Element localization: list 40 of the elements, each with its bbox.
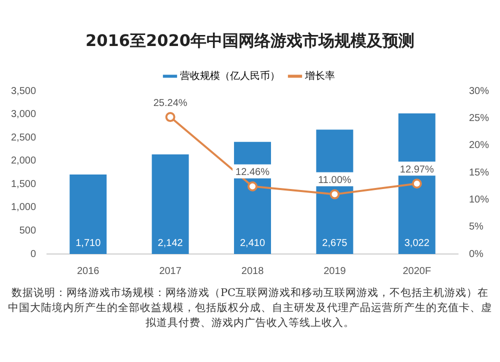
y-tick-label: 0 [30,248,36,260]
data-label: 2,142 [158,238,184,249]
data-label: 12.97% [400,164,434,176]
point [248,181,258,192]
data-label: 25.24% [153,98,188,109]
data-label: 1,710 [76,238,102,249]
y-tick-label: 3,500 [10,86,36,97]
x-tick-label: 2019 [324,266,346,277]
y2-tick-label: 30% [468,86,490,97]
point [412,178,422,189]
data-label: 2,675 [322,238,348,249]
chart-title: 2016至2020年中国网络游戏市场规模及预测 [85,30,415,50]
data-label: 11.00% [318,175,352,186]
x-tick-label: 2016 [76,266,100,277]
y2-tick-label: 10% [468,194,490,206]
legend-label: 增长率 [304,70,335,82]
data-label: 3,022 [404,238,430,249]
y2-tick-label: 0% [468,248,484,260]
y-tick-label: 1,500 [10,178,36,190]
data-label: 2,410 [240,238,266,249]
y2-tick-label: 15% [468,167,490,178]
bar [152,154,189,254]
y2-tick-label: 25% [468,113,490,124]
text: 数据说明：网络游戏市场规模：网络游戏（PC互联网游戏和移动互联网游戏，不包括主机游戏）在中国大陆境内所产生的全部收益规模，包括版权分成、自主研发及代理产品运营所产生的充值卡、虚拟道具付费、游戏内广告收入等线上收入。 [8,286,492,331]
x-tick-label: 2018 [241,266,264,277]
y-tick-label: 2,000 [10,156,36,167]
x-tick-label: 2017 [159,266,182,277]
point [165,112,176,122]
y-tick-label: 3,000 [10,109,36,120]
y-tick-label: 2,500 [10,132,36,144]
y2-tick-label: 5% [468,222,484,233]
data-label: 12.46% [236,167,270,178]
point [330,189,340,200]
x-tick-label: 2020F [402,266,432,277]
y-tick-label: 1,000 [10,202,36,214]
y-tick-label: 500 [19,225,36,236]
legend-label: 营收规模（亿人民币） [180,70,280,82]
bar [398,113,436,254]
y2-tick-label: 20% [468,140,490,152]
bar [70,174,107,254]
